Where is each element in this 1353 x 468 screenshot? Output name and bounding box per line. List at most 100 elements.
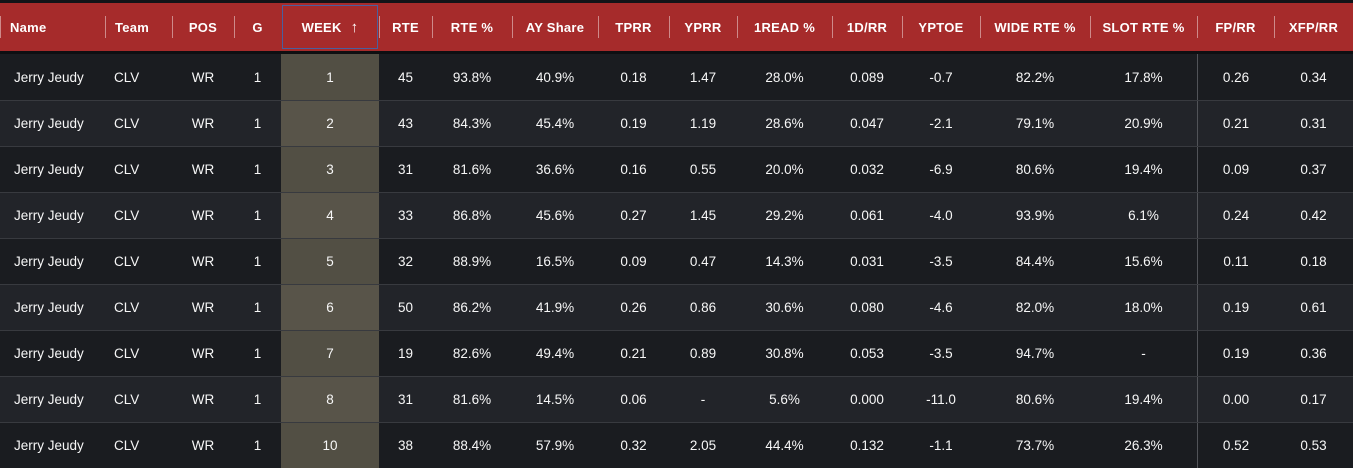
header-cell-yprr[interactable]: YPRR xyxy=(669,3,737,51)
cell-ay_share: 16.5% xyxy=(535,254,575,269)
cell-tprr: 0.27 xyxy=(620,208,647,223)
header-label: 1D/RR xyxy=(846,19,888,35)
cell-slot_rte_pct: 19.4% xyxy=(1124,392,1163,407)
cell-pos: WR xyxy=(191,346,215,361)
cell-yptoe: -11.0 xyxy=(926,392,956,407)
header-cell-rte_pct[interactable]: RTE % xyxy=(432,3,512,51)
cell-rte: 31 xyxy=(397,162,414,177)
header-cell-fp_rr[interactable]: FP/RR xyxy=(1197,3,1274,51)
header-cell-g[interactable]: G xyxy=(234,3,281,51)
cell-slot_rte_pct: - xyxy=(1141,346,1146,361)
cell-xfp_rr: 0.34 xyxy=(1300,69,1327,85)
cell-yprr: 0.47 xyxy=(689,254,717,269)
cell-1d_rr: 0.032 xyxy=(850,162,884,177)
sorted-column-header-box[interactable]: WEEK ↑ xyxy=(282,5,378,49)
cell-week: 6 xyxy=(281,285,379,330)
header-cell-tprr[interactable]: TPRR xyxy=(598,3,669,51)
cell-ay_share: 49.4% xyxy=(535,346,575,361)
cell-1d_rr: 0.031 xyxy=(850,254,884,269)
header-label: TPRR xyxy=(615,19,652,35)
cell-wide_rte_pct: 80.6% xyxy=(1015,162,1055,177)
cell-rte: 19 xyxy=(397,346,414,361)
cell-team: CLV xyxy=(114,208,140,223)
cell-yptoe: -1.1 xyxy=(929,438,953,453)
header-cell-ay_share[interactable]: AY Share xyxy=(512,3,598,51)
cell-team: CLV xyxy=(114,392,140,407)
header-label: POS xyxy=(188,19,218,35)
cell-team: CLV xyxy=(114,346,140,361)
header-cell-yptoe[interactable]: YPTOE xyxy=(902,3,980,51)
cell-rte: 38 xyxy=(397,438,414,453)
cell-yptoe: -3.5 xyxy=(929,346,953,361)
cell-slot_rte_pct: 20.9% xyxy=(1124,116,1163,131)
cell-rte: 45 xyxy=(397,69,414,85)
cell-xfp_rr: 0.42 xyxy=(1300,208,1327,223)
cell-rte_pct: 81.6% xyxy=(452,162,492,177)
cell-1d_rr: 0.000 xyxy=(850,392,884,407)
cell-week: 10 xyxy=(281,423,379,468)
header-cell-name[interactable]: Name xyxy=(0,3,105,51)
cell-pos: WR xyxy=(191,254,215,269)
cell-week: 8 xyxy=(281,377,379,422)
cell-rte: 31 xyxy=(397,392,414,407)
header-cell-wide_rte_pct[interactable]: WIDE RTE % xyxy=(980,3,1090,51)
cell-week: 7 xyxy=(281,331,379,376)
table-row: Jerry Jeudy CLV WR 1 4 33 86.8% 45.6% 0.27 1.45 29… xyxy=(0,192,1353,238)
header-cell-slot_rte_pct[interactable]: SLOT RTE % xyxy=(1090,3,1197,51)
cell-name: Jerry Jeudy xyxy=(14,392,84,407)
cell-xfp_rr: 0.31 xyxy=(1300,116,1327,131)
cell-team: CLV xyxy=(114,438,140,453)
cell-read1_pct: 30.8% xyxy=(765,346,804,361)
cell-yprr: 1.45 xyxy=(689,208,717,223)
table-row: Jerry Jeudy CLV WR 1 3 31 81.6% 36.6% 0.16 0.55 20… xyxy=(0,146,1353,192)
cell-yptoe: -4.6 xyxy=(929,300,953,315)
cell-1d_rr: 0.080 xyxy=(850,300,884,315)
cell-yptoe: -4.0 xyxy=(929,208,953,223)
cell-xfp_rr: 0.17 xyxy=(1300,392,1327,407)
cell-read1_pct: 5.6% xyxy=(769,392,800,407)
header-label: Team xyxy=(115,19,150,35)
cell-name: Jerry Jeudy xyxy=(14,116,84,131)
cell-name: Jerry Jeudy xyxy=(14,208,84,223)
cell-week: 1 xyxy=(281,54,379,100)
cell-week: 2 xyxy=(281,101,379,146)
cell-team: CLV xyxy=(114,300,140,315)
cell-xfp_rr: 0.36 xyxy=(1300,346,1327,361)
cell-name: Jerry Jeudy xyxy=(14,300,84,315)
cell-rte_pct: 88.4% xyxy=(452,438,492,453)
cell-g: 1 xyxy=(253,300,262,315)
table-top-border xyxy=(0,0,1353,3)
header-cell-read1_pct[interactable]: 1READ % xyxy=(737,3,832,51)
cell-g: 1 xyxy=(253,438,262,453)
cell-rte: 33 xyxy=(397,208,414,223)
cell-xfp_rr: 0.61 xyxy=(1300,300,1327,315)
cell-tprr: 0.26 xyxy=(620,300,647,315)
cell-ay_share: 41.9% xyxy=(535,300,575,315)
header-label: YPRR xyxy=(684,19,722,35)
header-cell-week[interactable]: WEEK ↑ xyxy=(281,3,379,51)
cell-tprr: 0.32 xyxy=(620,438,647,453)
cell-read1_pct: 30.6% xyxy=(765,300,804,315)
sort-ascending-icon: ↑ xyxy=(350,18,359,36)
header-label: WIDE RTE % xyxy=(994,19,1076,35)
header-cell-rte[interactable]: RTE xyxy=(379,3,432,51)
cell-wide_rte_pct: 84.4% xyxy=(1015,254,1055,269)
cell-ay_share: 14.5% xyxy=(535,392,575,407)
cell-wide_rte_pct: 82.0% xyxy=(1015,300,1055,315)
header-cell-team[interactable]: Team xyxy=(105,3,172,51)
cell-read1_pct: 29.2% xyxy=(765,208,804,223)
cell-rte_pct: 86.2% xyxy=(452,300,492,315)
header-label: SLOT RTE % xyxy=(1102,19,1185,35)
cell-wide_rte_pct: 80.6% xyxy=(1015,392,1055,407)
cell-wide_rte_pct: 93.9% xyxy=(1015,208,1055,223)
header-cell-xfp_rr[interactable]: XFP/RR xyxy=(1274,3,1353,51)
cell-yprr: 1.19 xyxy=(689,116,717,131)
cell-slot_rte_pct: 26.3% xyxy=(1124,438,1163,453)
header-label: XFP/RR xyxy=(1288,19,1339,35)
header-cell-1d_rr[interactable]: 1D/RR xyxy=(832,3,902,51)
cell-fp_rr: 0.19 xyxy=(1197,331,1274,376)
header-label: RTE xyxy=(392,19,419,35)
cell-pos: WR xyxy=(191,116,215,131)
cell-ay_share: 40.9% xyxy=(535,69,575,85)
header-cell-pos[interactable]: POS xyxy=(172,3,234,51)
